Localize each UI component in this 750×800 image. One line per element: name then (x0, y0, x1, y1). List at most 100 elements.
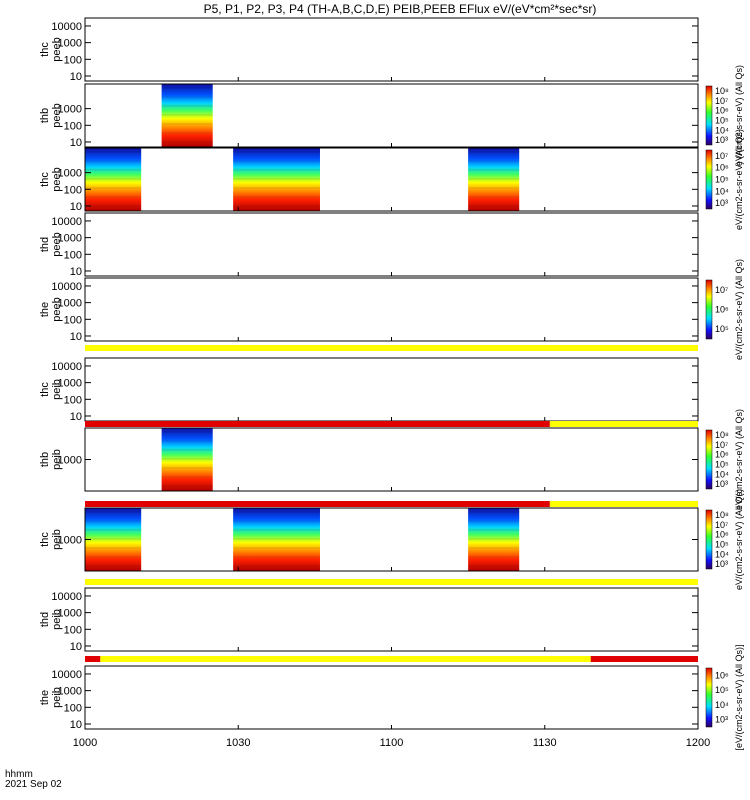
colorbar-tick-label: 10⁷ (715, 285, 728, 295)
colorbar-tick-label: 10⁶ (715, 106, 729, 116)
colorbar-tick-label: 10⁴ (715, 186, 729, 196)
y-tick-label: 10 (70, 137, 82, 149)
colorbar-tick-label: 10⁶ (715, 163, 729, 173)
y-tick-label: 10000 (51, 591, 82, 603)
y-tick-label: 100 (64, 184, 82, 196)
spectrogram-block (233, 508, 320, 571)
panel-label-product: peeb (51, 232, 63, 256)
y-tick-label: 100 (64, 54, 82, 66)
y-tick-label: 1000 (58, 298, 82, 310)
colorbar-tick-label: 10⁷ (715, 520, 728, 530)
colorbar-label: eV/(cm2-s-sr-eV) (All Qs) (734, 65, 744, 166)
y-tick-label: 1000 (58, 168, 82, 180)
panel-label-probe: the (39, 302, 51, 317)
colorbar-tick-label: 10⁴ (715, 549, 729, 559)
colorbar-tick-label: 10³ (715, 715, 728, 725)
spectrogram-block (468, 148, 520, 211)
y-tick-label: 10 (70, 201, 82, 213)
colorbar-tick-label: 10⁵ (715, 539, 729, 549)
y-tick-label: 10 (70, 411, 82, 423)
panel-label-probe: thb (39, 108, 51, 123)
flag-bar-segment (85, 421, 550, 427)
colorbar-tick-label: 10⁶ (715, 530, 729, 540)
panel-frame (84, 147, 699, 212)
panel-label-product: peeb (51, 37, 63, 61)
panel-label-probe: thc (39, 172, 51, 187)
colorbar (705, 429, 713, 490)
y-tick-label: 100 (64, 394, 82, 406)
colorbar-tick-label: 10⁵ (715, 175, 729, 185)
colorbar-tick-label: 10³ (715, 479, 728, 489)
panel-label-product: peib (51, 609, 63, 630)
flag-bar-segment (85, 579, 698, 585)
flag-bar-segment (85, 501, 550, 507)
y-tick-label: 100 (64, 120, 82, 132)
y-tick-label: 10 (70, 266, 82, 278)
y-tick-label: 1000 (58, 104, 82, 116)
panel-frame (84, 665, 699, 730)
colorbar-tick-label: 10⁷ (715, 440, 728, 450)
y-tick-label: 10000 (51, 21, 82, 33)
colorbar-label: eV/(cm2-s-sr-eV) (All Qs) (734, 129, 744, 230)
colorbar (705, 279, 713, 340)
y-tick-label: 10 (70, 331, 82, 343)
y-tick-label: 10000 (51, 281, 82, 293)
panel-label-probe: thc (39, 42, 51, 57)
colorbar-tick-label: 10⁶ (715, 670, 729, 680)
y-tick-label: 1000 (58, 378, 82, 390)
colorbar (705, 85, 713, 146)
panel-label-probe: the (39, 690, 51, 705)
spectrogram-block (161, 84, 213, 147)
colorbar-tick-label: 10⁴ (715, 700, 729, 710)
panel-frame (84, 507, 699, 572)
colorbar-tick-label: 10⁵ (715, 115, 729, 125)
y-tick-label: 1000 (58, 535, 82, 547)
colorbar (705, 149, 713, 210)
panel-label-product: peeb (51, 167, 63, 191)
x-tick-label: 1100 (380, 737, 404, 749)
flag-bar-segment (85, 656, 101, 662)
spectrogram-block (85, 508, 142, 571)
spectrogram-block (233, 148, 320, 211)
spectrogram-block (468, 508, 520, 571)
flag-bar-segment (85, 345, 698, 351)
y-tick-label: 100 (64, 702, 82, 714)
colorbar-tick-label: 10⁶ (715, 305, 729, 315)
colorbar-tick-label: 10⁴ (715, 125, 729, 135)
panel-frame (84, 277, 699, 342)
colorbar (705, 509, 713, 570)
spectrogram-block (85, 148, 142, 211)
colorbar-tick-label: 10⁷ (715, 151, 728, 161)
colorbar-label: eV/(cm2-s-sr-eV) (All Qs) (734, 409, 744, 510)
y-tick-label: 10000 (51, 361, 82, 373)
colorbar-tick-label: 10⁵ (715, 459, 729, 469)
y-tick-label: 1000 (58, 455, 82, 467)
colorbar-tick-label: 10⁸ (715, 510, 729, 520)
x-tick-label: 1030 (226, 737, 250, 749)
y-tick-label: 10000 (51, 669, 82, 681)
x-tick-label: 1200 (686, 737, 710, 749)
colorbar-tick-label: 10⁴ (715, 469, 729, 479)
y-tick-label: 100 (64, 314, 82, 326)
y-tick-label: 10 (70, 641, 82, 653)
colorbar-tick-label: 10⁶ (715, 450, 729, 460)
x-axis-date: 2021 Sep 02 (5, 779, 62, 790)
panel-label-probe: thd (39, 237, 51, 252)
colorbar-label: eV/(cm2-s-sr-eV) (All Qs) (734, 489, 744, 590)
panel-label-product: peib (51, 529, 63, 550)
panel-label-product: peib (51, 379, 63, 400)
colorbar-tick-label: 10⁵ (715, 324, 729, 334)
panel-frame (84, 587, 699, 652)
y-tick-label: 10 (70, 719, 82, 731)
colorbar-label: eV/(cm2-s-sr-eV) (All Qs) (734, 259, 744, 360)
panel-label-product: peeb (51, 297, 63, 321)
flag-bar-segment (590, 656, 698, 662)
colorbar-tick-label: 10⁸ (715, 86, 729, 96)
colorbar-tick-label: 10³ (715, 135, 728, 145)
colorbar (705, 667, 713, 728)
panel-label-probe: thc (39, 382, 51, 397)
spectrogram-block (161, 428, 213, 491)
panel-frame (84, 17, 699, 82)
